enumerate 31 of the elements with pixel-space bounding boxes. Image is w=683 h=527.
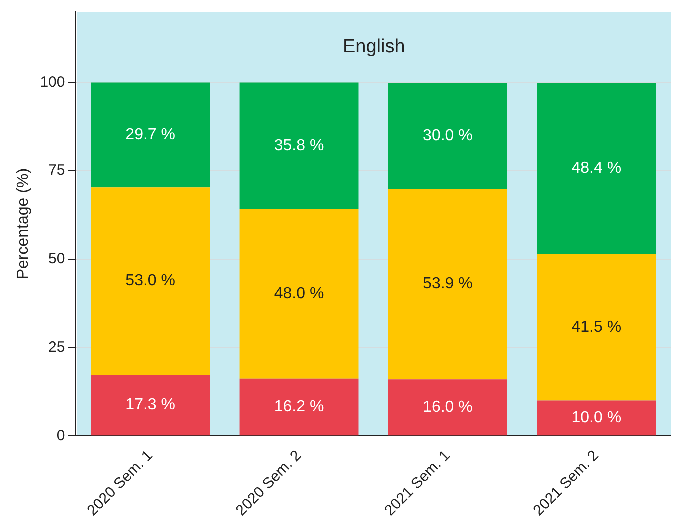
data-label: 16.0 % — [423, 399, 473, 416]
bar — [240, 209, 359, 379]
bar — [388, 189, 508, 380]
y-axis-title: Percentage (%) — [15, 168, 32, 280]
data-label: 30.0 % — [423, 127, 473, 144]
bar — [537, 83, 656, 254]
bar — [388, 83, 508, 190]
data-label: 17.3 % — [126, 396, 176, 414]
bar — [537, 400, 656, 436]
data-label: 53.0 % — [126, 272, 176, 290]
bar — [240, 378, 359, 436]
y-tick-label: 0 — [56, 427, 66, 444]
data-label: 16.2 % — [274, 398, 324, 416]
bar — [388, 380, 508, 436]
data-label: 41.5 % — [572, 318, 622, 336]
y-tick-label: 50 — [48, 250, 66, 268]
data-label: 29.7 % — [126, 126, 176, 144]
data-label: 53.9 % — [423, 276, 473, 293]
data-label: 48.0 % — [274, 285, 324, 302]
y-tick-label: 75 — [48, 162, 66, 180]
text: English — [342, 36, 406, 58]
data-label: 10.0 % — [572, 410, 622, 427]
y-tick-label: 25 — [48, 338, 66, 356]
y-tick-label: 100 — [40, 74, 66, 91]
bar — [91, 188, 210, 375]
bar — [240, 82, 359, 210]
bar — [91, 82, 210, 188]
data-label: 48.4 % — [572, 160, 622, 177]
data-label: 35.8 % — [274, 137, 324, 154]
bar — [91, 374, 210, 436]
bar — [537, 254, 656, 401]
